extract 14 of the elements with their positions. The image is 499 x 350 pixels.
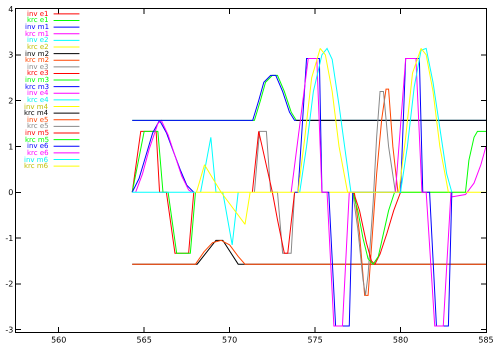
y-tick-label: -1: [5, 234, 14, 243]
y-tick-label: 1: [8, 142, 14, 152]
x-tick-label: 580: [392, 336, 408, 345]
x-tick-label: 570: [222, 336, 238, 345]
x-tick-label: 575: [307, 336, 323, 345]
y-tick-label: 4: [8, 4, 14, 14]
x-tick-label: 585: [478, 336, 494, 345]
x-tick-label: 565: [136, 336, 152, 345]
y-tick-label: -3: [5, 326, 14, 335]
y-tick-label: -2: [5, 280, 14, 289]
y-tick-label: 0: [8, 188, 14, 198]
y-tick-label: 2: [8, 96, 14, 106]
x-tick-label: 560: [51, 336, 66, 345]
y-tick-label: 3: [8, 50, 14, 60]
